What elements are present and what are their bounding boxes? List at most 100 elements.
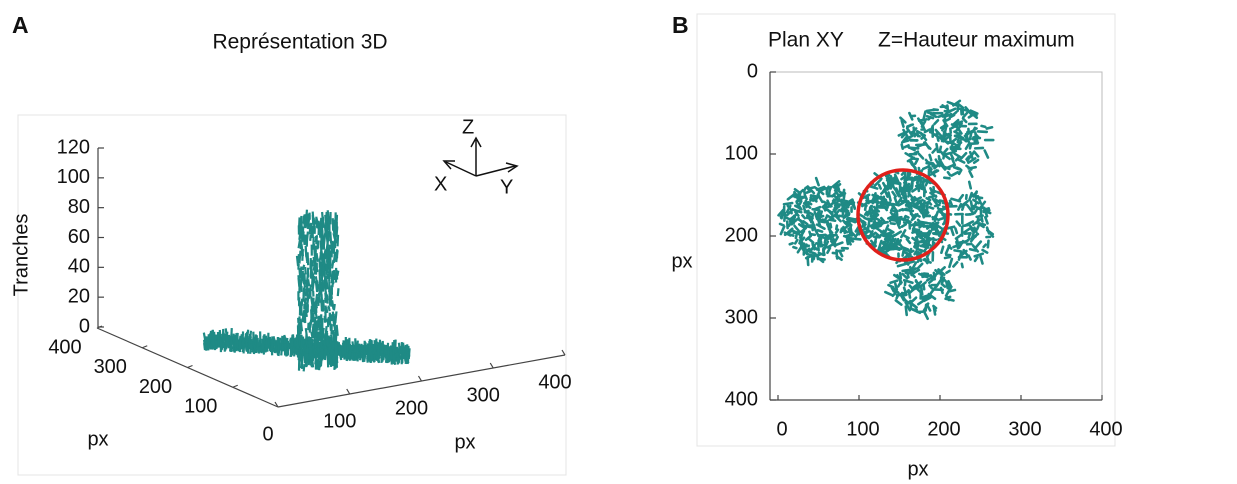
texture [879, 195, 887, 205]
texture [972, 218, 982, 226]
texture [332, 303, 336, 311]
texture [900, 190, 907, 196]
x-tick-label: 200 [139, 376, 172, 398]
texture [363, 351, 367, 363]
texture [306, 219, 310, 227]
texture [300, 270, 305, 282]
texture [814, 176, 820, 187]
texture [931, 274, 937, 281]
texture [827, 227, 834, 235]
texture [946, 170, 952, 177]
texture [908, 138, 919, 142]
texture [397, 342, 402, 355]
texture [326, 339, 330, 347]
texture [363, 342, 367, 354]
texture [345, 346, 349, 353]
texture [916, 262, 924, 270]
texture [972, 127, 978, 132]
texture [306, 294, 310, 301]
texture [928, 205, 935, 210]
texture [871, 192, 877, 202]
z-axis-label: Tranches [10, 214, 32, 297]
texture [324, 331, 328, 338]
texture [892, 230, 903, 238]
texture [909, 212, 915, 218]
texture [832, 235, 839, 245]
texture [916, 257, 922, 264]
y-tick [489, 362, 494, 369]
texture [212, 335, 216, 347]
texture [873, 178, 883, 187]
texture [794, 204, 802, 210]
texture [920, 242, 928, 247]
y-tick [346, 388, 351, 395]
texture [930, 241, 936, 248]
texture [946, 225, 956, 230]
texture [782, 201, 794, 206]
texture [949, 137, 958, 145]
texture [903, 144, 910, 149]
texture [834, 228, 840, 235]
texture [861, 193, 871, 200]
x-tick [96, 325, 103, 329]
texture [309, 343, 313, 357]
triad-label: Z [462, 116, 474, 138]
texture [811, 207, 820, 212]
texture [873, 210, 879, 216]
texture [356, 352, 360, 359]
texture [986, 229, 995, 236]
texture [807, 213, 812, 221]
texture [384, 344, 388, 355]
texture [805, 189, 812, 194]
texture [939, 124, 946, 130]
texture [829, 222, 833, 229]
texture [314, 357, 318, 365]
texture [341, 346, 345, 356]
texture [923, 128, 932, 134]
texture [380, 353, 384, 362]
texture [889, 211, 897, 220]
texture [943, 255, 952, 260]
x-tick-label: 200 [927, 418, 960, 440]
texture [912, 196, 923, 203]
texture [963, 226, 972, 234]
texture [307, 279, 311, 287]
texture [299, 353, 303, 362]
texture [297, 352, 301, 361]
texture [871, 200, 881, 204]
texture [336, 288, 340, 297]
texture [968, 110, 978, 117]
texture [944, 117, 951, 122]
texture [779, 208, 786, 220]
texture [325, 263, 329, 274]
texture [336, 234, 340, 247]
texture [974, 240, 983, 249]
texture [335, 250, 339, 263]
texture [835, 224, 839, 231]
texture [870, 243, 877, 248]
x-tick-label: 400 [48, 336, 81, 358]
x-tick [187, 364, 193, 369]
texture [847, 198, 854, 204]
texture [965, 155, 971, 161]
texture [907, 146, 920, 150]
texture [976, 194, 983, 205]
z-tick-label: 20 [68, 285, 90, 307]
texture [815, 253, 820, 261]
texture [957, 239, 965, 249]
texture [226, 342, 231, 349]
y-tick-label: 400 [725, 388, 758, 410]
texture [912, 212, 919, 221]
texture [334, 224, 338, 236]
texture [312, 340, 317, 347]
texture [803, 194, 808, 201]
chart-title: Représentation 3D [212, 31, 387, 54]
texture [944, 294, 951, 302]
texture [321, 262, 325, 272]
texture [306, 305, 309, 313]
texture [897, 131, 906, 137]
texture [793, 224, 800, 232]
triad-label: X [434, 173, 447, 195]
texture [907, 260, 915, 265]
texture [301, 231, 305, 238]
